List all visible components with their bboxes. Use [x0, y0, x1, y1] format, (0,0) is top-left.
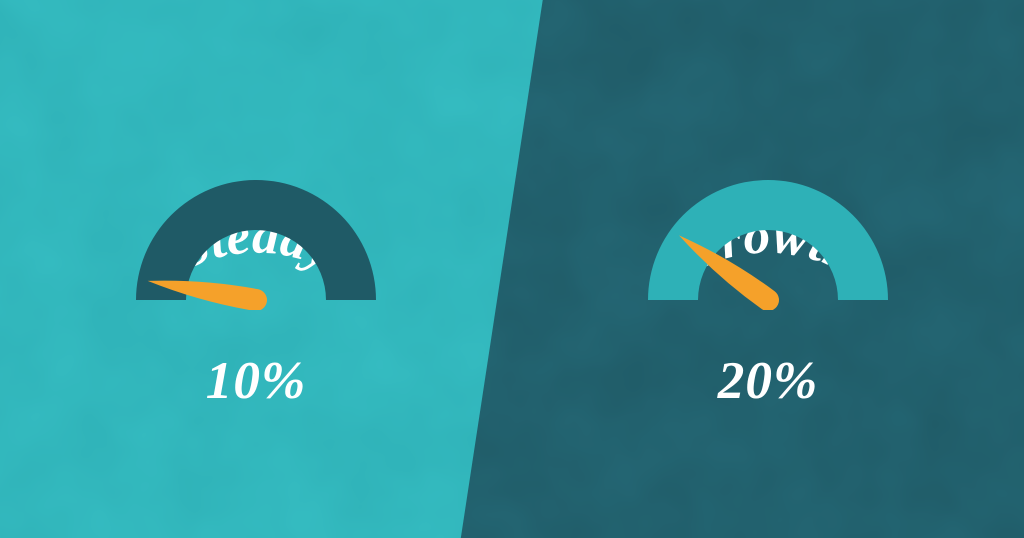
growth-value: 20%	[512, 350, 1024, 411]
steady-gauge	[126, 170, 386, 310]
steady-value: 10%	[0, 350, 512, 411]
steady-panel: Steady10%	[0, 0, 512, 538]
growth-gauge	[638, 170, 898, 310]
infographic-stage: Steady10% Growth20%	[0, 0, 1024, 538]
growth-panel: Growth20%	[512, 0, 1024, 538]
